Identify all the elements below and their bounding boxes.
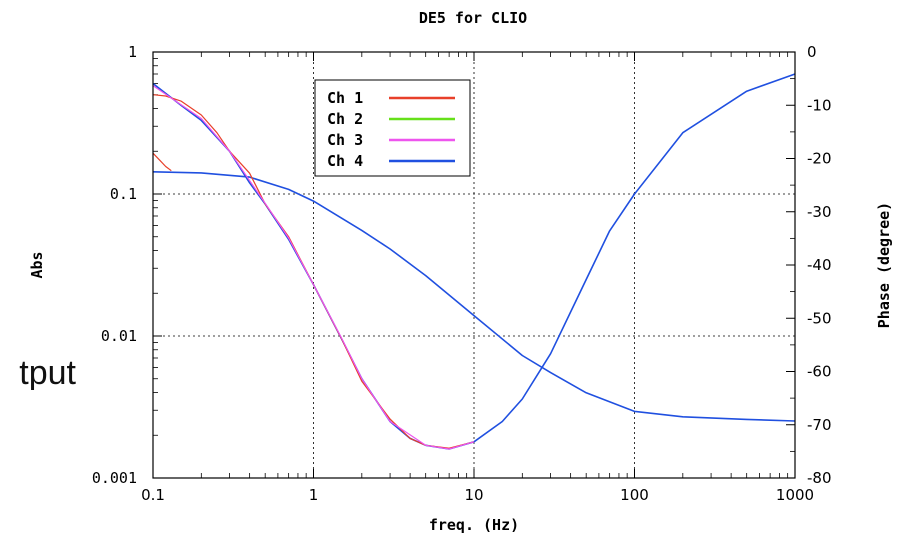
x-tick-label: 100 <box>620 486 649 504</box>
legend: Ch 1 Ch 2 Ch 3 Ch 4 <box>314 79 471 177</box>
y-axis-left-label: Abs <box>28 251 46 278</box>
series-line-ch-3-abs <box>152 85 475 450</box>
series-line-ch-1-abs <box>152 94 475 449</box>
y-right-tick-label: -10 <box>807 96 832 114</box>
y-right-tick-label: -60 <box>807 363 832 381</box>
y-axis-right-label: Phase (degree) <box>875 202 893 328</box>
y-right-tick-label: -40 <box>807 256 832 274</box>
x-axis-label: freq. (Hz) <box>429 516 519 534</box>
x-tick-label: 1000 <box>776 486 814 504</box>
x-tick-label: 0.1 <box>141 486 165 504</box>
y-left-tick-label: 1 <box>128 43 137 61</box>
y-left-tick-label: 0.1 <box>110 185 137 203</box>
grid-lines <box>153 52 795 478</box>
y-right-tick-label: -20 <box>807 150 832 168</box>
y-right-tick-label: -50 <box>807 309 832 327</box>
legend-label: Ch 4 <box>327 152 363 170</box>
y-left-tick-label: 0.01 <box>101 327 137 345</box>
series-line-ch-1-phase <box>152 152 172 172</box>
y-right-tick-label: -80 <box>807 469 832 487</box>
x-tick-label: 10 <box>464 486 483 504</box>
legend-label: Ch 3 <box>327 131 363 149</box>
legend-label: Ch 2 <box>327 110 363 128</box>
chart-title: DE5 for CLIO <box>419 9 527 27</box>
legend-label: Ch 1 <box>327 89 363 107</box>
x-tick-label: 1 <box>309 486 319 504</box>
y-right-tick-label: 0 <box>807 43 817 61</box>
y-right-tick-label: -30 <box>807 203 832 221</box>
y-right-tick-label: -70 <box>807 416 832 434</box>
series-line-ch-4-phase <box>152 171 796 422</box>
cropped-side-text: tput <box>19 356 76 390</box>
y-left-tick-label: 0.001 <box>92 469 137 487</box>
plot-series <box>152 73 796 450</box>
plot-frame <box>152 51 796 479</box>
